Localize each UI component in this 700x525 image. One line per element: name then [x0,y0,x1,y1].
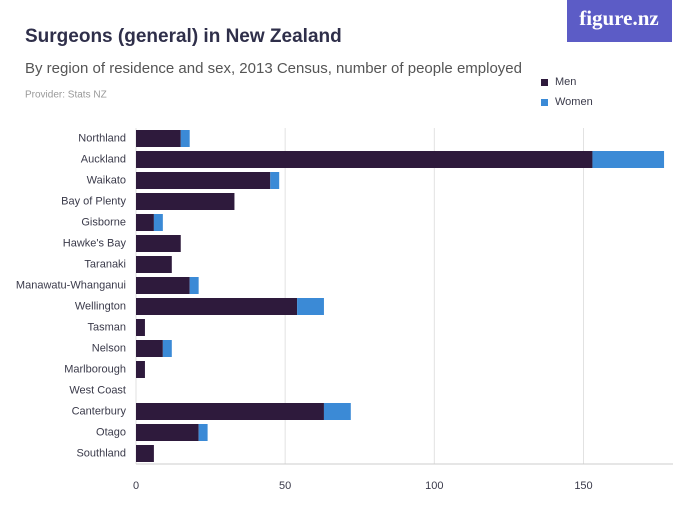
legend-label: Women [555,96,593,108]
y-tick-label: Wellington [75,300,126,312]
bar [162,340,172,357]
logo: figure.nz [579,6,659,30]
x-tick-label: 150 [574,480,592,492]
bar [136,403,324,420]
legend-swatch [541,79,548,86]
bar [136,130,181,147]
y-tick-label: Gisborne [81,216,126,228]
bar [136,445,154,462]
y-tick-label: Hawke's Bay [63,237,127,249]
y-tick-label: Southland [76,447,126,459]
logo-box [567,0,672,42]
bar [180,130,190,147]
x-tick-label: 100 [425,480,443,492]
bar [136,424,199,441]
chart-title: Surgeons (general) in New Zealand [25,26,342,47]
bar [136,298,298,315]
bar [136,277,190,294]
legend-swatch [541,99,548,106]
bar [136,193,235,210]
y-tick-label: Otago [96,426,126,438]
y-tick-label: Tasman [87,321,126,333]
bar [153,214,163,231]
y-tick-label: Auckland [81,153,126,165]
bar [136,340,163,357]
x-tick-label: 0 [133,480,139,492]
bar [136,319,145,336]
y-tick-label: Waikato [87,174,126,186]
bar [189,277,199,294]
bar [136,235,181,252]
chart-subtitle: By region of residence and sex, 2013 Cen… [25,60,522,77]
legend-label: Men [555,76,576,88]
y-tick-label: Bay of Plenty [61,195,126,207]
bar [323,403,351,420]
y-tick-label: Taranaki [84,258,126,270]
y-tick-label: Canterbury [72,405,127,417]
y-tick-label: Nelson [92,342,126,354]
bar [136,172,271,189]
y-tick-label: Northland [78,132,126,144]
bar [198,424,208,441]
y-tick-label: West Coast [69,384,126,396]
source: Provider: Stats NZ [25,90,107,101]
bar [136,361,145,378]
x-tick-label: 50 [279,480,291,492]
bar [136,151,593,168]
bar [270,172,280,189]
bar [136,256,172,273]
bar [136,214,154,231]
bar [592,151,665,168]
bar [297,298,324,315]
y-tick-label: Manawatu-Whanganui [16,279,126,291]
y-tick-label: Marlborough [64,363,126,375]
